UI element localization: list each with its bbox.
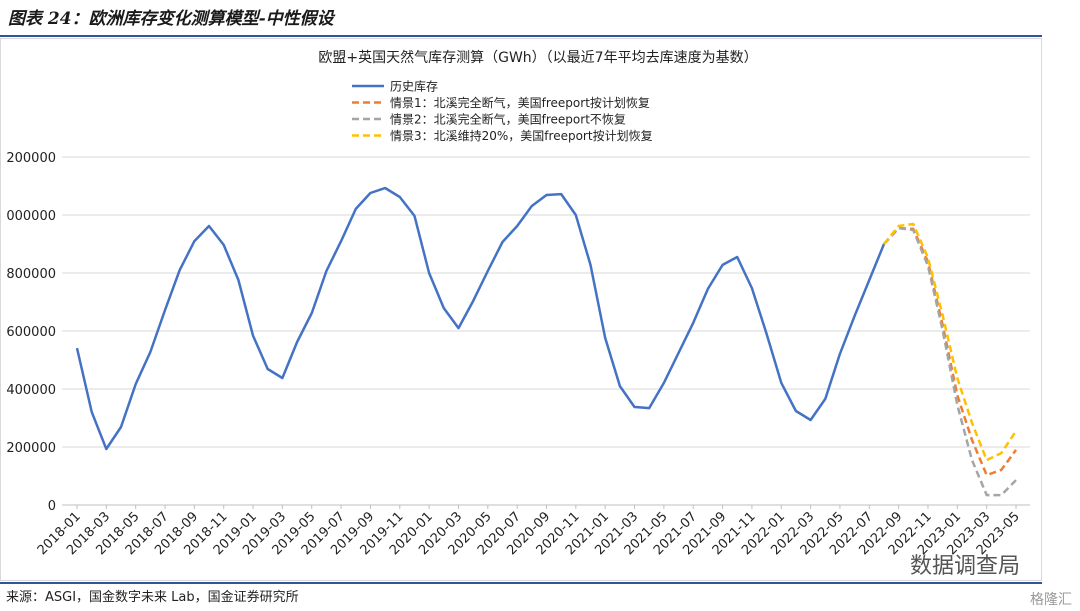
y-tick-label: 800000 [6, 267, 56, 282]
series-line [883, 226, 1017, 497]
y-tick-label: 200000 [6, 151, 56, 166]
header-title: 图表 24：欧洲库存变化测算模型-中性假设 [8, 9, 336, 29]
chart-title: 欧盟+英国天然气库存测算（GWh）（以最近7年平均去库速度为基数） [318, 49, 757, 66]
series-line [75, 186, 886, 451]
y-tick-label: 400000 [6, 383, 56, 398]
y-tick-label: 0 [48, 499, 56, 514]
legend-label: 情景1：北溪完全断气，美国freeport按计划恢复 [390, 95, 650, 110]
legend-label: 历史库存 [390, 79, 438, 94]
legend-label: 情景3：北溪维持20%，美国freeport按计划恢复 [390, 128, 653, 143]
y-tick-label: 600000 [6, 325, 56, 340]
series-line [883, 222, 1018, 462]
source-note: 来源：ASGI，国金数字未来 Lab，国金证券研究所 [6, 589, 299, 605]
chart-frame [0, 38, 1042, 581]
y-tick-label: 000000 [6, 209, 56, 224]
watermark: 格隆汇 [1030, 592, 1072, 608]
y-tick-label: 200000 [6, 441, 56, 456]
watermark: 数据调查局 [910, 554, 1020, 579]
legend-label: 情景2：北溪完全断气，美国freeport不恢复 [390, 112, 626, 127]
